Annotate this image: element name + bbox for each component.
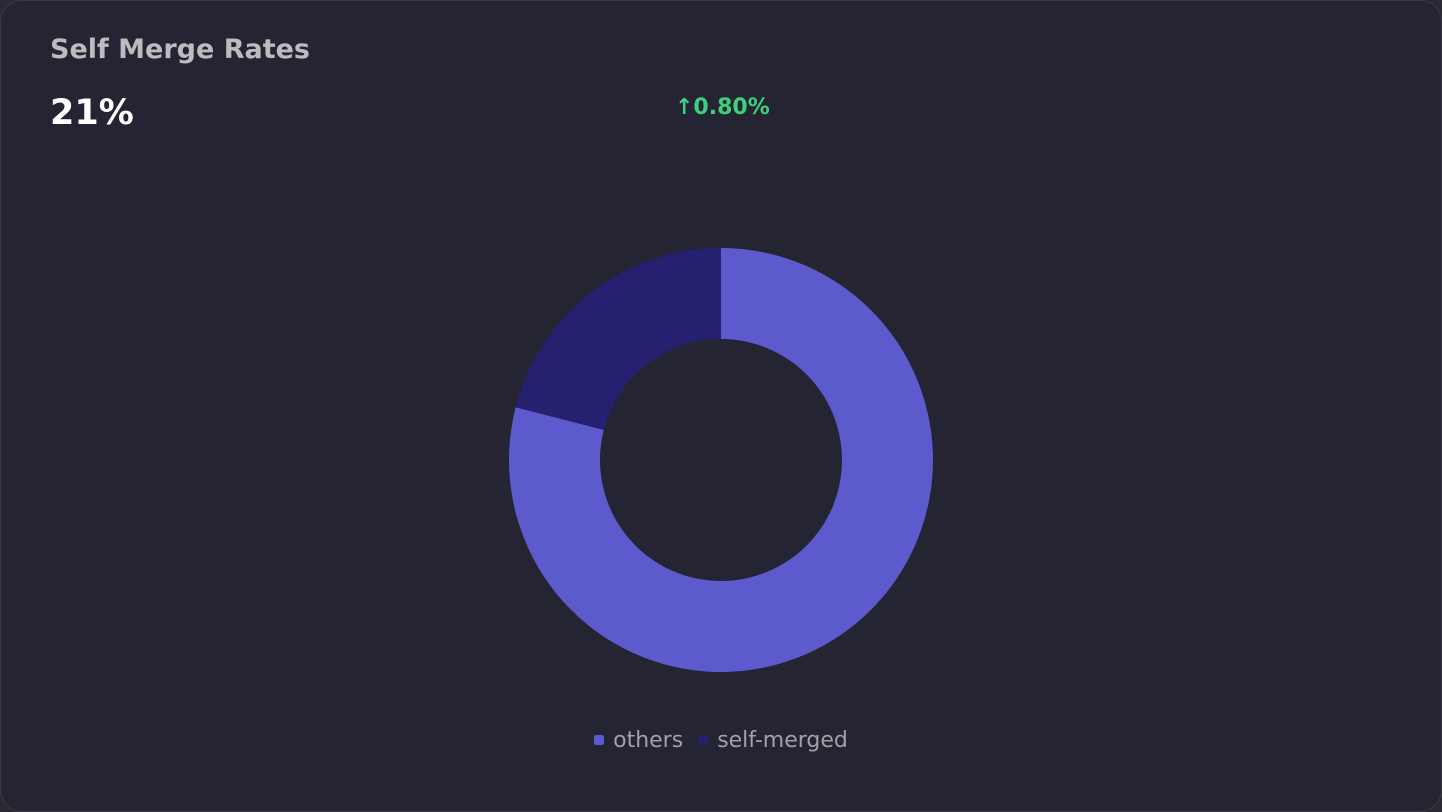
legend-item-others[interactable]: others <box>594 728 683 753</box>
legend-label: others <box>613 727 684 753</box>
metric-value: 21% <box>50 93 134 133</box>
legend-label: self-merged <box>717 727 848 753</box>
donut-slice-self-merged[interactable] <box>515 247 721 430</box>
legend-item-self-merged[interactable]: self-merged <box>698 728 848 753</box>
card-title: Self Merge Rates <box>50 34 310 65</box>
metric-delta: ↑0.80% <box>675 95 770 120</box>
legend-swatch-others <box>594 735 605 745</box>
donut-slice-others[interactable] <box>509 248 933 672</box>
legend-swatch-self-merged <box>698 735 709 745</box>
chart-legend: others self-merged <box>0 726 1442 753</box>
